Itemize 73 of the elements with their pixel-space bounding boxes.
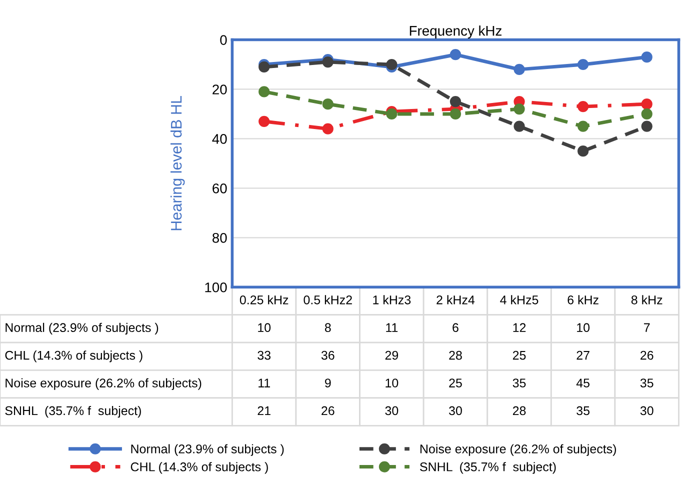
legend-label: Normal (23.9% of subjects ) xyxy=(131,444,284,456)
point xyxy=(514,103,525,115)
y-tick-label: 20 xyxy=(212,84,227,94)
data-label: 12 xyxy=(513,323,526,332)
point xyxy=(386,58,398,70)
point xyxy=(578,120,589,132)
x-tick-label: 8 kHz xyxy=(631,295,662,304)
y-axis-title: Hearing level dB HL xyxy=(170,96,185,230)
data-label: 25 xyxy=(449,378,462,388)
legend-label: SNHL (35.7% f subject) xyxy=(420,462,556,474)
point xyxy=(578,146,589,157)
point xyxy=(641,108,652,120)
point xyxy=(450,49,462,60)
point xyxy=(641,120,652,132)
legend-label: Noise exposure (26.2% of subjects) xyxy=(420,444,616,456)
data-label: 8 xyxy=(324,323,331,332)
text: Noise exposure (26.2% of subjects) xyxy=(6,378,202,390)
x-tick-label: 2 kHz4 xyxy=(436,295,475,304)
data-label: 25 xyxy=(512,350,526,360)
data-label: 30 xyxy=(640,406,654,416)
data-label: 28 xyxy=(512,406,526,416)
data-label: 35 xyxy=(512,378,526,388)
chart-title: Frequency kHz xyxy=(410,26,502,38)
y-tick-label: 80 xyxy=(212,232,227,243)
data-label: 9 xyxy=(325,378,331,388)
y-tick-label: 100 xyxy=(205,282,227,292)
y-tick-label: 60 xyxy=(212,184,227,194)
point xyxy=(514,120,525,132)
data-label: 35 xyxy=(576,406,590,416)
data-label: 10 xyxy=(258,323,271,332)
y-tick-label: 0 xyxy=(220,35,227,45)
point xyxy=(641,98,652,110)
point xyxy=(322,56,334,68)
point xyxy=(258,86,270,98)
data-label: 11 xyxy=(258,378,270,388)
point xyxy=(322,98,334,110)
point xyxy=(578,101,589,112)
point xyxy=(514,64,525,76)
data-label: 10 xyxy=(386,378,398,388)
data-label: 33 xyxy=(258,350,271,360)
x-tick-label: 0.25 kHz xyxy=(240,295,288,304)
data-label: 35 xyxy=(640,378,654,388)
data-label: 30 xyxy=(449,406,462,416)
point xyxy=(641,52,652,63)
data-label: 30 xyxy=(385,406,398,416)
data-label: 7 xyxy=(644,323,650,332)
data-label: 26 xyxy=(322,406,334,416)
legend-label: CHL (14.3% of subjects ) xyxy=(130,462,268,474)
data-label: 29 xyxy=(385,350,398,360)
x-tick-label: 0.5 kHz2 xyxy=(304,295,352,304)
point xyxy=(258,116,270,127)
point xyxy=(450,108,462,120)
point xyxy=(322,123,334,134)
text: SNHL (35.7% f subject) xyxy=(5,406,141,418)
y-tick-label: 40 xyxy=(212,134,227,144)
point xyxy=(578,58,589,70)
data-label: 26 xyxy=(640,350,654,360)
data-label: 10 xyxy=(577,323,590,332)
x-tick-label: 6 kHz xyxy=(568,295,598,304)
data-label: 11 xyxy=(386,323,398,332)
x-tick-label: 1 kHz3 xyxy=(373,295,411,304)
point xyxy=(258,61,270,73)
data-label: 45 xyxy=(576,378,590,388)
data-label: 27 xyxy=(576,350,590,360)
x-tick-label: 4 kHz5 xyxy=(500,295,538,304)
data-label: 21 xyxy=(258,406,270,416)
data-label: 6 xyxy=(452,323,458,332)
point xyxy=(450,96,462,108)
text: CHL (14.3% of subjects ) xyxy=(5,350,142,362)
point xyxy=(386,108,398,120)
data-label: 28 xyxy=(449,350,462,360)
data-label: 36 xyxy=(321,350,334,360)
text: Normal (23.9% of subjects ) xyxy=(6,322,158,334)
